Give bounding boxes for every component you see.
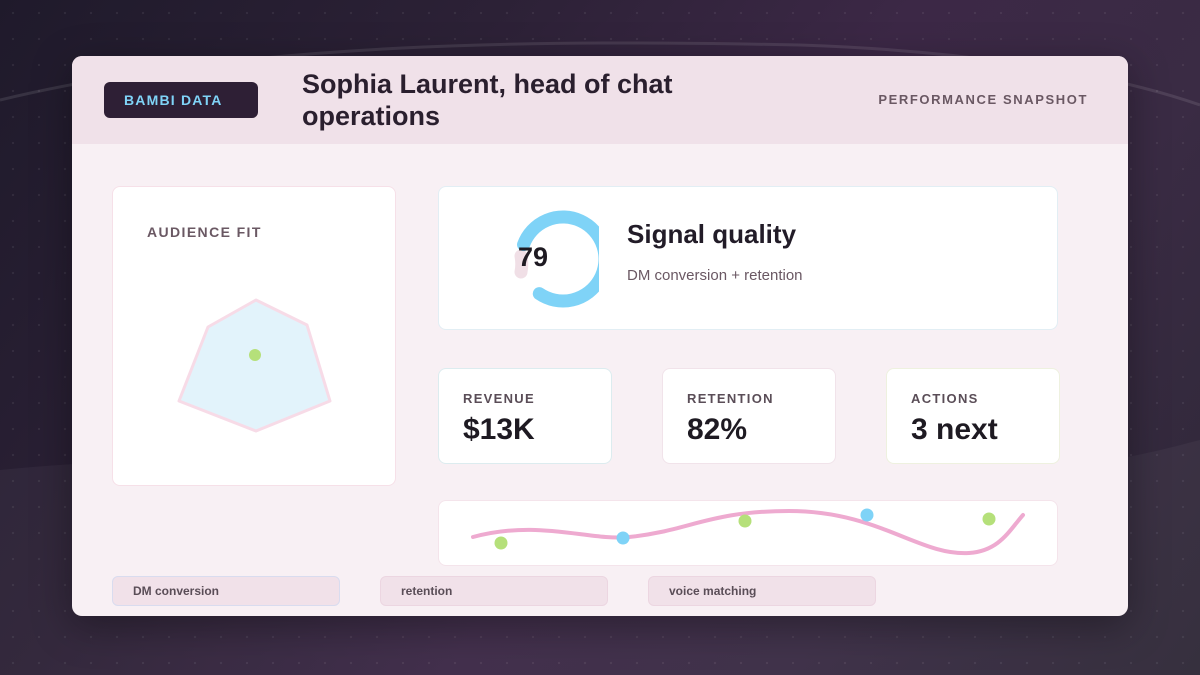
trend-point [738,514,752,528]
score-gauge [514,210,599,308]
signal-subtitle: DM conversion + retention [627,267,803,284]
trend-point [982,512,996,526]
trend-line [471,508,1025,556]
trend-point [860,508,874,522]
audience-fit-label: AUDIENCE FIT [147,224,262,240]
radar-polygon [177,298,332,433]
brand-badge: BAMBI DATA [104,82,258,118]
metric-label: REVENUE [463,391,535,406]
metric-value: $13K [463,413,535,446]
signal-quality-panel: 79 Signal quality DM conversion + retent… [438,186,1058,330]
metric-retention: RETENTION 82% [662,368,836,464]
tag-dm-conversion[interactable]: DM conversion [112,576,340,606]
trend-line-chart [471,508,1025,556]
trend-point [494,536,508,550]
metric-revenue: REVENUE $13K [438,368,612,464]
gauge-arc [517,210,599,308]
page-title: Sophia Laurent, head of chat operations [302,69,673,131]
radar-chart [177,298,332,433]
trend-point [616,531,630,545]
signal-title: Signal quality [627,219,797,249]
tag-retention[interactable]: retention [380,576,608,606]
trend-panel [438,500,1058,566]
metric-value: 82% [687,413,748,446]
radar-center-dot [249,349,261,361]
gauge-track [514,249,529,279]
tag-voice-matching[interactable]: voice matching [648,576,876,606]
audience-fit-panel: AUDIENCE FIT [112,186,396,486]
header: BAMBI DATA Sophia Laurent, head of chat … [72,56,1128,144]
metric-actions: ACTIONS 3 next [886,368,1060,464]
metric-label: RETENTION [687,391,774,406]
section-label: PERFORMANCE SNAPSHOT [878,92,1088,107]
dashboard-card: BAMBI DATA Sophia Laurent, head of chat … [72,56,1128,616]
metric-label: ACTIONS [911,391,979,406]
score-value: 79 [517,242,549,272]
metric-value: 3 next [911,413,998,446]
